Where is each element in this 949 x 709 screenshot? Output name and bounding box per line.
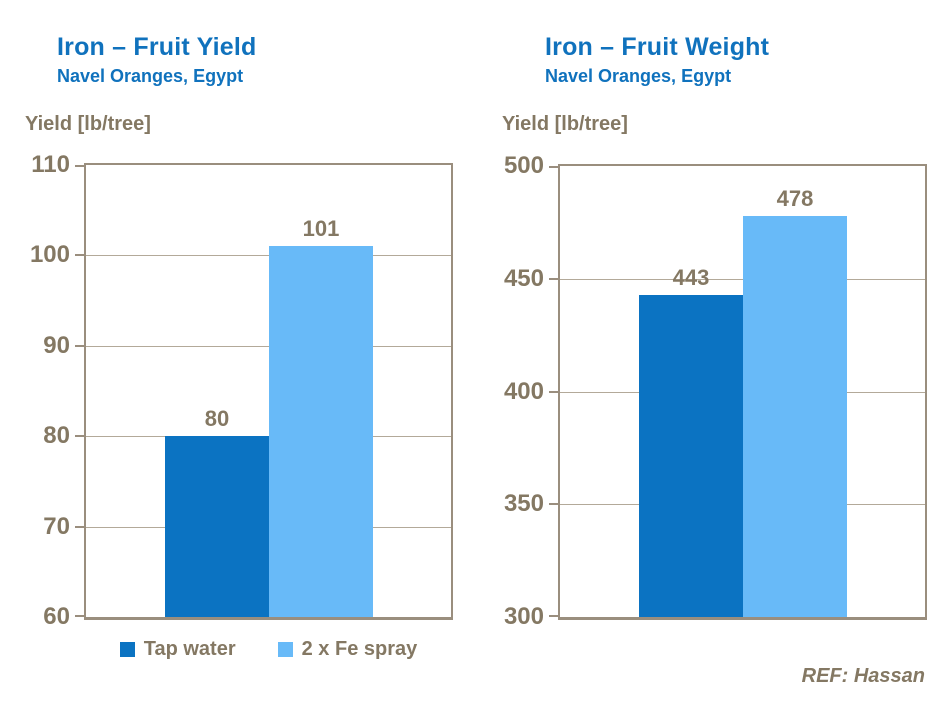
- y-tick-mark: [549, 166, 558, 168]
- bar-2-x-fe-spray: [269, 246, 373, 617]
- gridline: [86, 346, 451, 347]
- y-tick-label: 110: [31, 151, 70, 178]
- y-tick-mark: [75, 165, 84, 167]
- y-tick-label: 350: [503, 490, 544, 517]
- y-tick-mark: [549, 503, 558, 505]
- y-tick-mark: [549, 391, 558, 393]
- bar-value-label: 478: [776, 186, 814, 211]
- legend: Tap water 2 x Fe spray: [84, 638, 453, 661]
- y-tick-mark: [75, 526, 84, 528]
- y-tick-mark: [549, 278, 558, 280]
- y-tick-mark: [549, 615, 558, 617]
- legend-item-tap-water: Tap water: [119, 638, 236, 661]
- y-tick-label: 60: [43, 603, 70, 630]
- bar-2-x-fe-spray: [743, 216, 847, 617]
- y-tick-mark: [75, 435, 84, 437]
- legend-swatch-tap-water: [119, 642, 135, 657]
- bar-value-label: 101: [302, 216, 340, 241]
- plot-area: 300 350 400 450 500 443 478: [504, 153, 927, 630]
- plot-area: 60 70 80 90 100 110 80 101: [30, 152, 453, 630]
- fruit-yield-chart: Iron – Fruit Yield Navel Oranges, Egypt …: [25, 33, 453, 661]
- legend-label: Tap water: [143, 638, 236, 660]
- y-tick-label: 90: [43, 332, 70, 359]
- y-tick-label: 400: [503, 378, 544, 405]
- chart-title: Iron – Fruit Yield: [57, 33, 257, 61]
- bar-value-label: 443: [672, 265, 710, 290]
- bar-value-label: 80: [204, 406, 230, 431]
- chart-subtitle: Navel Oranges, Egypt: [545, 66, 732, 86]
- y-tick-label: 100: [29, 241, 70, 268]
- y-tick-mark: [75, 254, 84, 256]
- chart-subtitle: Navel Oranges, Egypt: [57, 66, 244, 86]
- gridline: [86, 255, 451, 256]
- bar-tap-water: [165, 436, 269, 617]
- y-tick-mark: [75, 615, 84, 617]
- chart-title: Iron – Fruit Weight: [545, 33, 770, 61]
- legend-label: 2 x Fe spray: [301, 638, 418, 660]
- y-axis-label: Yield [lb/tree]: [25, 113, 151, 135]
- y-tick-label: 450: [503, 265, 544, 292]
- y-tick-label: 80: [43, 422, 70, 449]
- y-axis-label: Yield [lb/tree]: [502, 113, 628, 135]
- y-tick-label: 300: [503, 603, 544, 630]
- y-tick-label: 500: [503, 152, 544, 179]
- gridline: [560, 279, 925, 280]
- reference-text: REF: Hassan: [801, 665, 925, 687]
- bar-tap-water: [639, 295, 743, 617]
- legend-swatch-2-x-fe-spray: [277, 642, 293, 657]
- y-tick-label: 70: [43, 513, 70, 540]
- legend-item-2-x-fe-spray: 2 x Fe spray: [277, 638, 418, 661]
- fruit-weight-chart: Iron – Fruit Weight Navel Oranges, Egypt…: [474, 0, 949, 709]
- y-tick-mark: [75, 345, 84, 347]
